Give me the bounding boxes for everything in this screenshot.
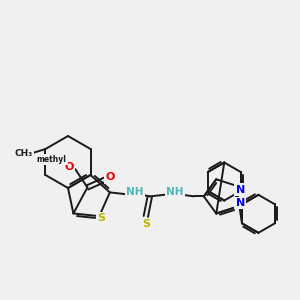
Text: methyl: methyl bbox=[37, 155, 66, 164]
Text: NH: NH bbox=[126, 188, 144, 197]
Text: S: S bbox=[142, 219, 150, 230]
Text: NH: NH bbox=[166, 188, 184, 197]
Text: CH₃: CH₃ bbox=[14, 149, 33, 158]
Text: N: N bbox=[236, 198, 245, 208]
Text: N: N bbox=[236, 185, 245, 195]
Text: O: O bbox=[106, 172, 115, 182]
Text: S: S bbox=[97, 213, 105, 223]
Text: O: O bbox=[65, 162, 74, 172]
